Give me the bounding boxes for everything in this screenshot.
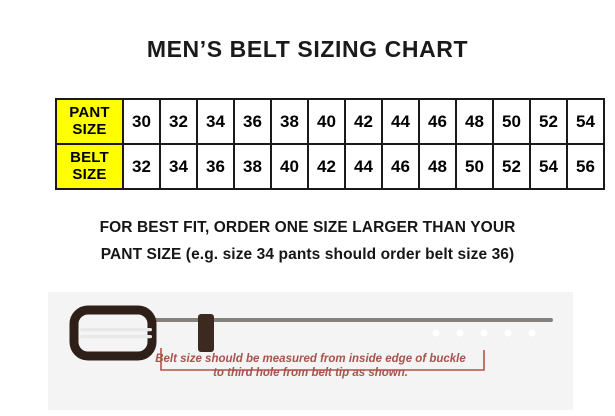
belt-hole bbox=[528, 329, 536, 337]
measurement-bracket bbox=[160, 348, 485, 371]
belt-diagram-icon: 0% #55392c bbox=[69, 305, 553, 371]
belt-size-cell: 38 bbox=[233, 143, 272, 190]
belt-size-cell: 34 bbox=[159, 143, 198, 190]
pant-size-cell: 48 bbox=[455, 98, 494, 145]
fit-instructions: FOR BEST FIT, ORDER ONE SIZE LARGER THAN… bbox=[0, 214, 615, 268]
page-title: MEN’S BELT SIZING CHART bbox=[146, 36, 469, 62]
pant-size-cell: 54 bbox=[566, 98, 605, 145]
row-header-belt-size: BELT SIZE bbox=[55, 143, 124, 190]
belt-size-cell: 54 bbox=[529, 143, 568, 190]
pant-size-cell: 30 bbox=[122, 98, 161, 145]
belt-measurement-caption: Belt size should be measured from inside… bbox=[48, 352, 573, 381]
row-header-belt-size-line1: BELT bbox=[70, 148, 109, 166]
buckle-prong-lower bbox=[80, 335, 152, 339]
belt-hole bbox=[456, 329, 464, 337]
fit-instructions-line2: PANT SIZE (e.g. size 34 pants should ord… bbox=[100, 246, 515, 264]
belt-size-cell: 50 bbox=[455, 143, 494, 190]
belt-size-cell: 40 bbox=[270, 143, 309, 190]
belt-keeper-loop bbox=[198, 314, 214, 352]
row-header-belt-size-line2: SIZE bbox=[72, 165, 107, 183]
row-header-pant-size-line2: SIZE bbox=[72, 120, 107, 138]
buckle-frame bbox=[69, 305, 157, 361]
belt-hole bbox=[432, 329, 440, 337]
pant-size-cell: 34 bbox=[196, 98, 235, 145]
belt-caption-line1: Belt size should be measured from inside… bbox=[155, 353, 466, 365]
belt-size-cell: 36 bbox=[196, 143, 235, 190]
row-header-pant-size: PANT SIZE bbox=[55, 98, 124, 145]
belt-hole bbox=[480, 329, 488, 337]
pant-size-cell: 32 bbox=[159, 98, 198, 145]
buckle-prong-upper bbox=[80, 328, 152, 332]
belt-caption-line2: to third hole from belt tip as shown. bbox=[213, 367, 408, 380]
belt-strap-edge bbox=[153, 318, 553, 322]
belt-size-cell: 48 bbox=[418, 143, 457, 190]
row-header-pant-size-line1: PANT bbox=[69, 103, 110, 121]
belt-size-cell: 52 bbox=[492, 143, 531, 190]
belt-size-cell: 44 bbox=[344, 143, 383, 190]
belt-size-cell: 42 bbox=[307, 143, 346, 190]
fit-instructions-line1: FOR BEST FIT, ORDER ONE SIZE LARGER THAN… bbox=[99, 219, 516, 236]
table-row-belt-size: BELT SIZE 32 34 36 38 40 42 44 46 48 50 … bbox=[55, 143, 605, 190]
belt-size-cell: 46 bbox=[381, 143, 420, 190]
belt-strap bbox=[153, 318, 553, 348]
pant-size-cell: 50 bbox=[492, 98, 531, 145]
table-row-pant-size: PANT SIZE 30 32 34 36 38 40 42 44 46 48 … bbox=[55, 98, 605, 145]
pant-size-cell: 42 bbox=[344, 98, 383, 145]
pant-size-cell: 44 bbox=[381, 98, 420, 145]
pant-size-cell: 38 bbox=[270, 98, 309, 145]
belt-size-cell: 32 bbox=[122, 143, 161, 190]
pant-size-cell: 46 bbox=[418, 98, 457, 145]
belt-illustration-panel: 0% #55392c Belt size should be measured … bbox=[48, 292, 573, 410]
pant-size-cell: 52 bbox=[529, 98, 568, 145]
pant-size-cell: 36 bbox=[233, 98, 272, 145]
belt-sizing-table: PANT SIZE 30 32 34 36 38 40 42 44 46 48 … bbox=[55, 98, 605, 190]
pant-size-cell: 40 bbox=[307, 98, 346, 145]
belt-size-cell: 56 bbox=[566, 143, 605, 190]
belt-hole bbox=[504, 329, 512, 337]
